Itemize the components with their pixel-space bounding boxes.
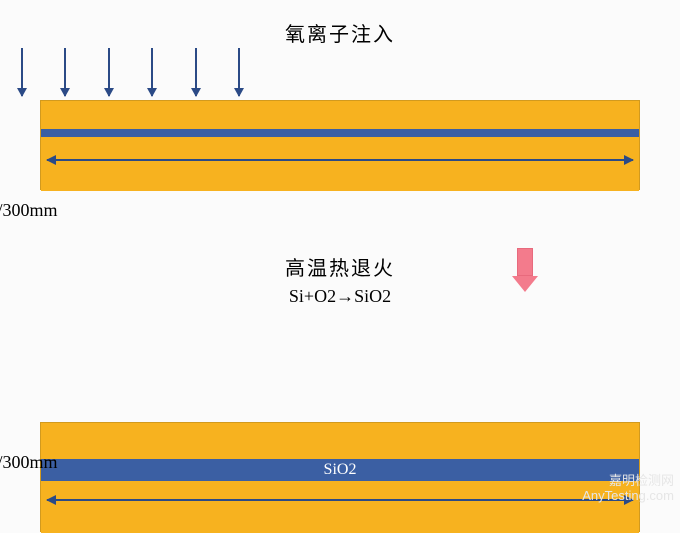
stage1-bot-si bbox=[41, 137, 639, 191]
implant-arrow-icon bbox=[151, 48, 153, 96]
implant-arrow-icon bbox=[195, 48, 197, 96]
stage1-oxide bbox=[41, 129, 639, 137]
watermark: 嘉明检测网 AnyTesting.com bbox=[582, 473, 674, 504]
stage1-dim-label: 200mm/300mm bbox=[0, 200, 300, 221]
implant-arrow-icon bbox=[238, 48, 240, 96]
implant-arrow-icon bbox=[21, 48, 23, 96]
dim-arrow-icon bbox=[47, 499, 633, 501]
implant-arrow-icon bbox=[108, 48, 110, 96]
stage2-bot-si bbox=[41, 481, 639, 533]
stage1-title: 氧离子注入 bbox=[0, 18, 680, 47]
stage2-dim-label: 200mm/300mm bbox=[0, 452, 300, 473]
anneal-title: 高温热退火 bbox=[0, 252, 680, 281]
watermark-line1: 嘉明检测网 bbox=[582, 473, 674, 489]
dim-arrow-icon bbox=[47, 159, 633, 161]
wafer-stage2: SiO2 bbox=[40, 422, 640, 532]
watermark-line2: AnyTesting.com bbox=[582, 488, 674, 504]
process-arrow-icon bbox=[512, 248, 538, 292]
implant-arrow-icon bbox=[64, 48, 66, 96]
implant-arrow-row bbox=[0, 48, 300, 96]
wafer-stage1 bbox=[40, 100, 640, 190]
reaction-formula: Si+O2→SiO2 bbox=[0, 286, 680, 307]
stage1-top-si bbox=[41, 101, 639, 129]
